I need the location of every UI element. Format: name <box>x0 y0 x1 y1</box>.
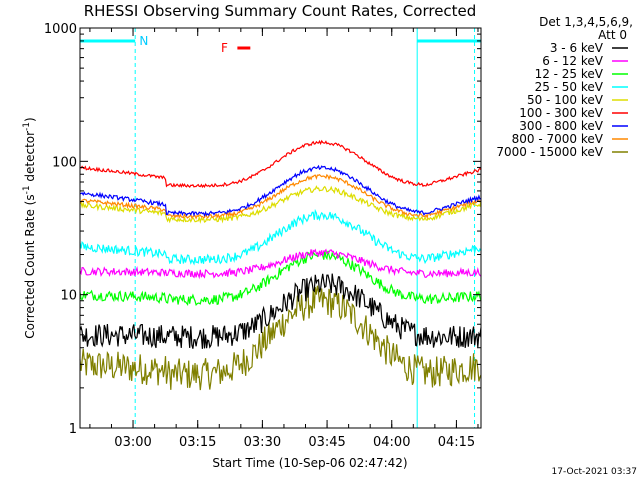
x-tick-label: 03:15 <box>179 435 216 450</box>
legend-label: 50 - 100 keV <box>527 93 604 107</box>
series-line-8 <box>79 285 482 391</box>
y-tick-label: 100 <box>52 155 77 170</box>
timestamp: 17-Oct-2021 03:37 <box>552 467 637 477</box>
annotation-f: F <box>221 41 228 55</box>
chart-title: RHESSI Observing Summary Count Rates, Co… <box>84 2 477 20</box>
series-line-5 <box>79 139 482 189</box>
x-tick-label: 04:15 <box>438 435 475 450</box>
legend-label: 25 - 50 keV <box>535 80 604 94</box>
legend-header-line-1: Det 1,3,4,5,6,9, <box>539 15 633 29</box>
series-line-4 <box>79 185 482 224</box>
legend-label: 12 - 25 keV <box>535 67 604 81</box>
series-line-0 <box>79 273 482 349</box>
legend-label: 300 - 800 keV <box>519 119 603 133</box>
y-tick-label: 1000 <box>44 22 77 37</box>
legend-label: 800 - 7000 keV <box>512 132 604 146</box>
legend-label: 6 - 12 keV <box>542 54 604 68</box>
series-line-3 <box>79 208 482 266</box>
legend-label: 3 - 6 keV <box>550 41 604 55</box>
y-axis-label: Corrected Count Rate (s-1 detector-1) <box>22 117 37 338</box>
series-line-6 <box>79 164 482 218</box>
x-axis-label: Start Time (10-Sep-06 02:47:42) <box>212 456 407 470</box>
legend-header-line-2: Att 0 <box>598 28 627 42</box>
x-tick-label: 04:00 <box>373 435 410 450</box>
annotation-n: N <box>139 34 148 48</box>
x-axis: 03:00 03:15 03:30 03:45 04:00 04:15 <box>89 28 479 450</box>
plot-frame <box>79 27 482 429</box>
y-axis: 1 10 100 1000 <box>44 22 481 437</box>
y-tick-label: 10 <box>60 289 77 304</box>
x-tick-label: 03:30 <box>244 435 281 450</box>
series-line-2 <box>79 250 482 306</box>
series-line-7 <box>79 173 482 220</box>
legend-label: 100 - 300 keV <box>519 106 603 120</box>
y-tick-label: 1 <box>69 422 77 437</box>
x-tick-label: 03:00 <box>114 435 151 450</box>
x-tick-label: 03:45 <box>308 435 345 450</box>
series-line-1 <box>79 248 482 280</box>
legend-label: 7000 - 15000 keV <box>496 145 603 159</box>
